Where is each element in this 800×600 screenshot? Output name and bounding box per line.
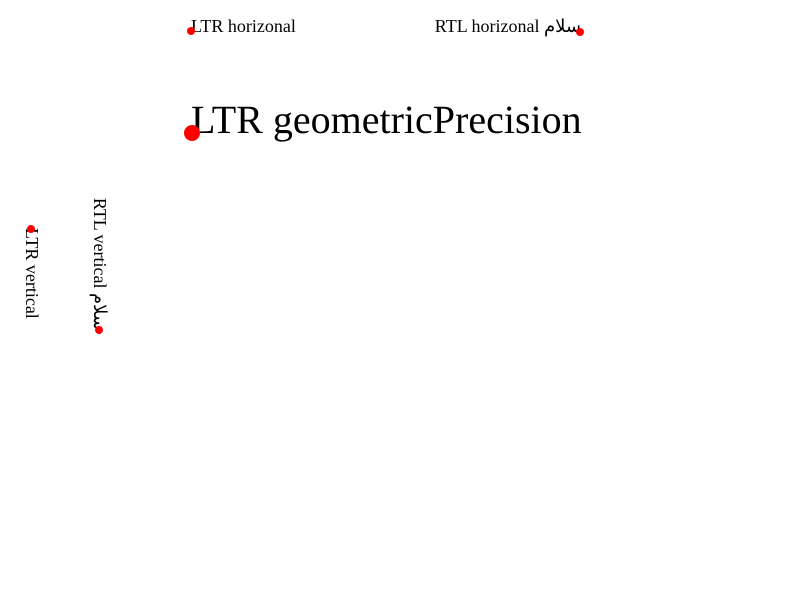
rtl-horizontal-anchor-dot [576,28,584,36]
ltr-geometric-anchor-dot [184,125,200,141]
ltr-geometric-group: LTR geometricPrecision [184,97,582,142]
rtl-vertical-anchor-dot [95,326,103,334]
rtl-horizontal-group: RTL horizonal سلام [435,16,584,37]
ltr-horizontal-label: LTR horizonal [191,16,296,36]
ltr-vertical-label: LTR vertical [22,228,42,319]
ltr-horizontal-group: LTR horizonal [187,16,296,36]
ltr-vertical-anchor-dot [27,225,35,233]
ltr-geometric-label: LTR geometricPrecision [191,97,582,142]
ltr-horizontal-anchor-dot [187,27,195,35]
ltr-vertical-group: LTR vertical [22,225,42,319]
rtl-vertical-group: RTL vertical سلام [89,198,110,334]
rtl-vertical-label: RTL vertical سلام [89,198,110,330]
rtl-horizontal-label: RTL horizonal سلام [435,16,581,37]
